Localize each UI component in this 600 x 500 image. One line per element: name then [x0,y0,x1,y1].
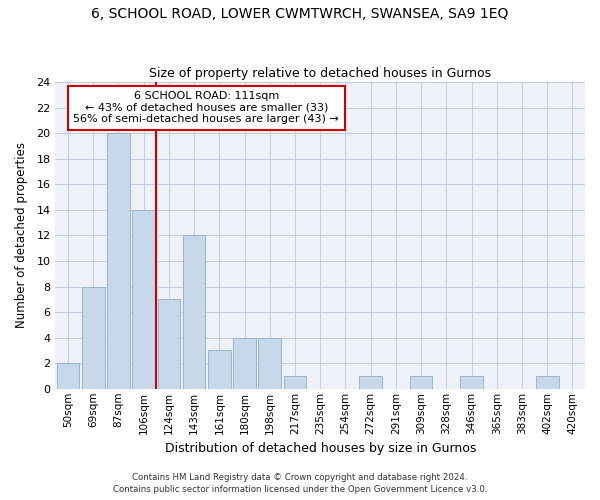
Bar [410,376,433,389]
Bar [284,376,307,389]
Bar [208,350,231,389]
Text: 6, SCHOOL ROAD, LOWER CWMTWRCH, SWANSEA, SA9 1EQ: 6, SCHOOL ROAD, LOWER CWMTWRCH, SWANSEA,… [91,8,509,22]
Text: Contains HM Land Registry data © Crown copyright and database right 2024.
Contai: Contains HM Land Registry data © Crown c… [113,472,487,494]
Bar [158,300,180,389]
Bar [536,376,559,389]
Bar [107,133,130,389]
Bar [259,338,281,389]
Bar [133,210,155,389]
Y-axis label: Number of detached properties: Number of detached properties [15,142,28,328]
Text: 6 SCHOOL ROAD: 111sqm
← 43% of detached houses are smaller (33)
56% of semi-deta: 6 SCHOOL ROAD: 111sqm ← 43% of detached … [73,92,339,124]
Bar [233,338,256,389]
X-axis label: Distribution of detached houses by size in Gurnos: Distribution of detached houses by size … [164,442,476,455]
Title: Size of property relative to detached houses in Gurnos: Size of property relative to detached ho… [149,66,491,80]
Bar [359,376,382,389]
Bar [183,236,205,389]
Bar [82,286,104,389]
Bar [57,363,79,389]
Bar [460,376,483,389]
